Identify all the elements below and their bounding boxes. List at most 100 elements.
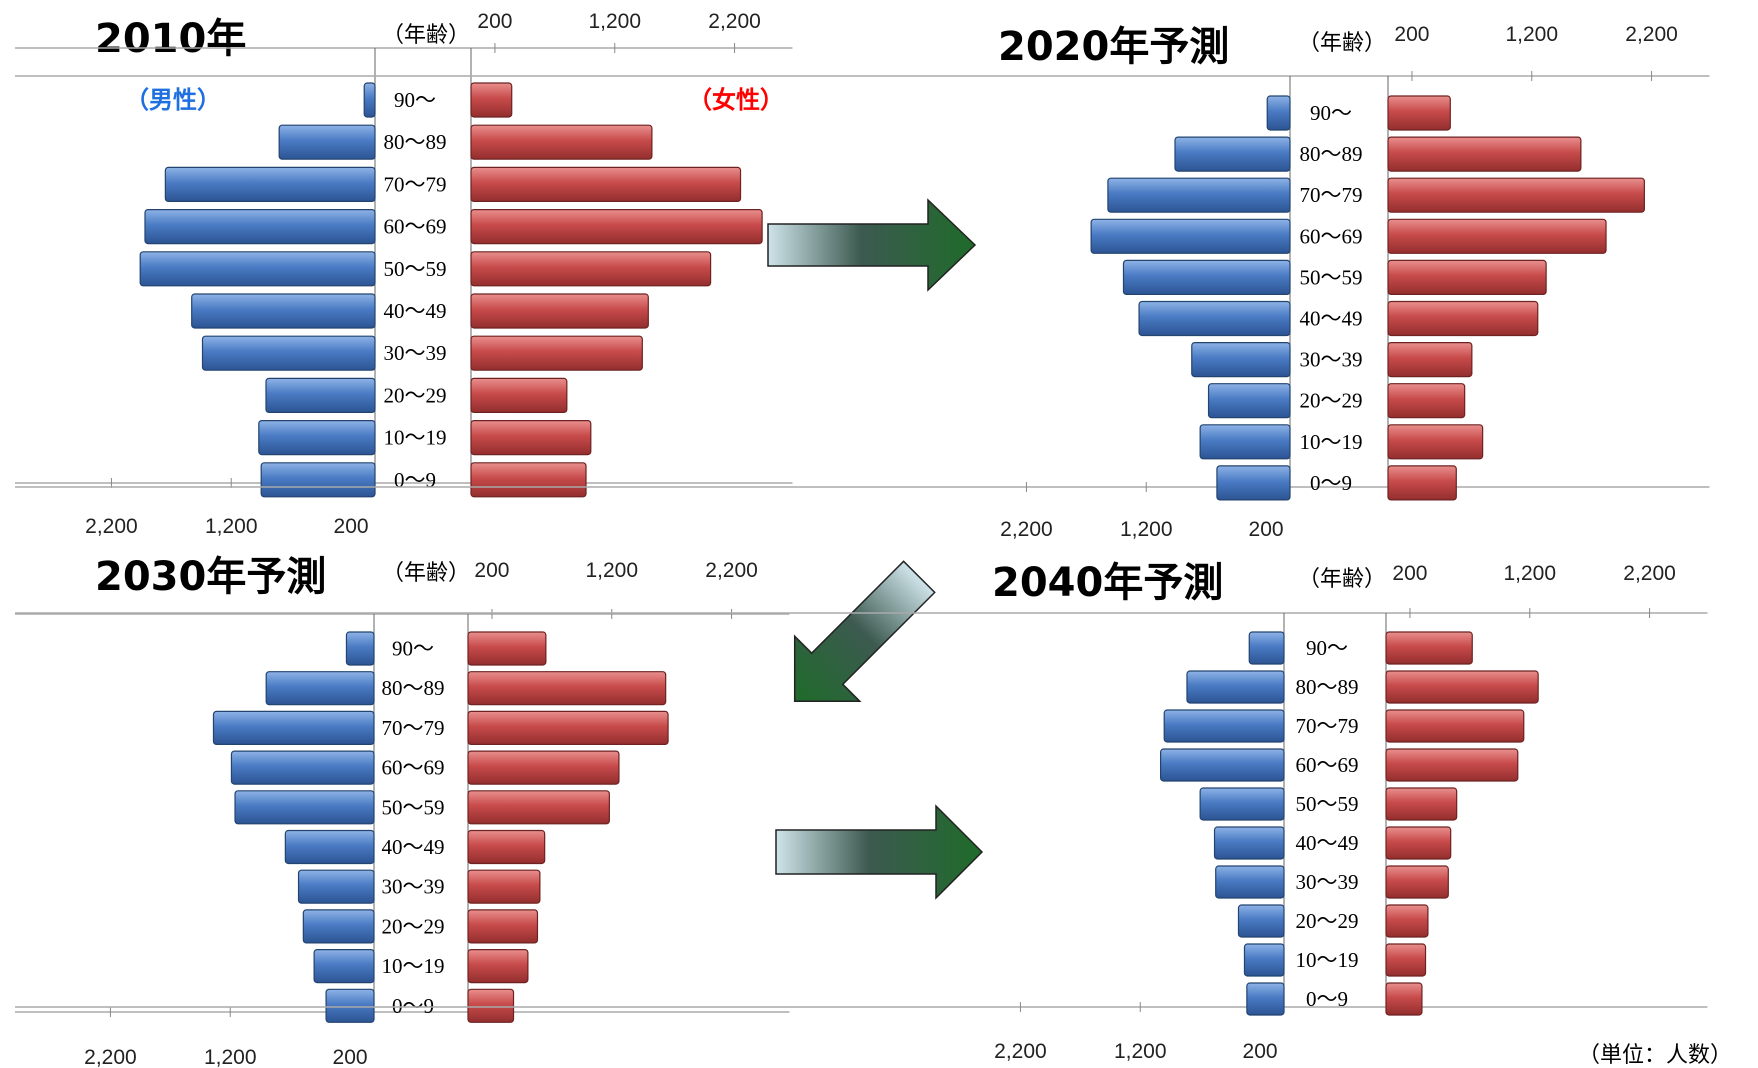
- age-group-label: 60〜69: [382, 756, 445, 780]
- male-bar: [258, 420, 376, 456]
- age-group-label: 30〜39: [382, 875, 445, 899]
- female-bar: [467, 909, 539, 944]
- top-tick-label: 200: [1394, 23, 1429, 46]
- top-tick-label: 1,200: [588, 10, 641, 33]
- age-group-label: 60〜69: [1296, 753, 1359, 777]
- bottom-tick-label: 1,200: [205, 515, 258, 538]
- age-group-label: 30〜39: [1300, 348, 1363, 372]
- female-bar: [467, 631, 547, 666]
- female-bar: [470, 124, 653, 160]
- pyramid-panel-4: 2040年予測 （年齢） 2002001,2001,2002,2002,20090〜…: [15, 560, 1708, 1063]
- male-bar: [1243, 943, 1285, 977]
- bottom-tick-label: 200: [1243, 1040, 1278, 1063]
- male-bar: [1122, 259, 1291, 295]
- top-tick-label: 1,200: [1503, 562, 1556, 585]
- male-bar: [297, 869, 375, 904]
- female-bar: [470, 335, 643, 371]
- female-bar: [1387, 342, 1473, 378]
- male-bar: [345, 631, 375, 666]
- age-group-label: 60〜69: [1300, 224, 1363, 248]
- bottom-tick-label: 2,200: [84, 1046, 137, 1068]
- age-group-label: 0〜9: [394, 468, 436, 492]
- female-bar: [1385, 709, 1525, 743]
- female-bar: [1387, 177, 1645, 213]
- age-group-label: 90〜: [1310, 101, 1352, 125]
- female-bar: [1387, 383, 1466, 419]
- male-bar: [1216, 465, 1291, 501]
- chart-title: 2020年予測: [998, 24, 1229, 70]
- age-group-label: 40〜49: [382, 835, 445, 859]
- male-bar: [1266, 95, 1291, 131]
- male-bar: [212, 710, 375, 746]
- age-group-label: 0〜9: [1306, 987, 1348, 1011]
- age-header: （年齢）: [1298, 567, 1386, 592]
- bottom-tick-label: 1,200: [204, 1046, 257, 1068]
- age-group-label: 70〜79: [1296, 714, 1359, 738]
- age-group-label: 20〜29: [1296, 909, 1359, 933]
- bottom-tick-label: 2,200: [85, 515, 138, 538]
- female-bar: [1385, 982, 1423, 1016]
- top-tick-label: 1,200: [585, 559, 638, 582]
- female-bar: [470, 462, 587, 498]
- age-group-label: 50〜59: [384, 257, 447, 281]
- age-group-label: 60〜69: [384, 215, 447, 239]
- top-tick-label: 2,200: [1625, 23, 1678, 46]
- bottom-tick-label: 2,200: [1000, 518, 1053, 541]
- male-bar: [265, 377, 376, 413]
- age-header: （年齢）: [1298, 31, 1386, 56]
- chart-title: 2030年予測: [95, 554, 326, 600]
- pyramid-panel-2: 2020年予測 （年齢） 200 200 1,200 1,200 2,200 2,200 90〜…: [15, 23, 1710, 541]
- male-bar: [363, 82, 376, 118]
- age-group-label: 70〜79: [382, 716, 445, 740]
- male-bar: [1199, 424, 1291, 460]
- male-bar: [1246, 982, 1285, 1016]
- female-bar: [470, 251, 712, 287]
- male-bar: [1213, 826, 1285, 860]
- age-group-label: 0〜9: [1310, 471, 1352, 495]
- female-bar: [1387, 424, 1484, 460]
- female-bar: [1385, 748, 1519, 782]
- male-bar: [265, 671, 375, 706]
- pyramid-panel-3: 2030年予測 （年齢） 2002001,2001,2002,2002,20090〜…: [15, 554, 790, 1068]
- age-group-label: 20〜29: [382, 914, 445, 938]
- female-bar: [470, 82, 513, 118]
- top-tick-label: 1,200: [1505, 23, 1558, 46]
- bottom-tick-label: 1,200: [1120, 518, 1173, 541]
- female-label: （女性）: [688, 86, 784, 114]
- male-bar: [260, 462, 376, 498]
- female-bar: [470, 209, 763, 245]
- age-group-label: 20〜29: [1300, 389, 1363, 413]
- male-bar: [284, 829, 375, 865]
- age-group-label: 80〜89: [1300, 142, 1363, 166]
- female-bar: [1385, 943, 1427, 977]
- bottom-tick-label: 1,200: [1114, 1040, 1167, 1063]
- arrow-right-top: [767, 198, 977, 292]
- female-bar: [467, 829, 546, 865]
- male-bar: [1160, 748, 1285, 782]
- age-group-label: 90〜: [1306, 636, 1348, 660]
- top-tick-label: 2,200: [705, 559, 758, 582]
- bottom-tick-label: 200: [1249, 518, 1284, 541]
- age-group-label: 10〜19: [1300, 430, 1363, 454]
- bottom-tick-label: 200: [333, 1046, 368, 1068]
- top-tick-label: 2,200: [1623, 562, 1676, 585]
- chart-title: 2010年: [95, 16, 246, 62]
- male-bar: [1207, 383, 1291, 419]
- female-bar: [470, 420, 592, 456]
- female-bar: [1385, 670, 1539, 704]
- female-bar: [1387, 136, 1582, 172]
- age-group-label: 40〜49: [1300, 307, 1363, 331]
- female-bar: [1387, 259, 1547, 295]
- male-bar: [1191, 342, 1291, 378]
- male-bar: [1237, 904, 1285, 938]
- arrow-right-bottom: [775, 804, 984, 900]
- pyramid-panel-1: 2010年 （年齢） 200 200 1,200 1,200 2,200 2,200 90〜 80…: [15, 10, 793, 538]
- male-bar: [144, 209, 376, 245]
- male-bar: [1138, 300, 1291, 337]
- age-group-label: 10〜19: [382, 954, 445, 978]
- male-bar: [313, 948, 375, 984]
- age-group-label: 90〜: [394, 88, 436, 112]
- male-bar: [1107, 177, 1291, 213]
- female-bar: [1387, 300, 1539, 337]
- female-bar: [470, 293, 649, 329]
